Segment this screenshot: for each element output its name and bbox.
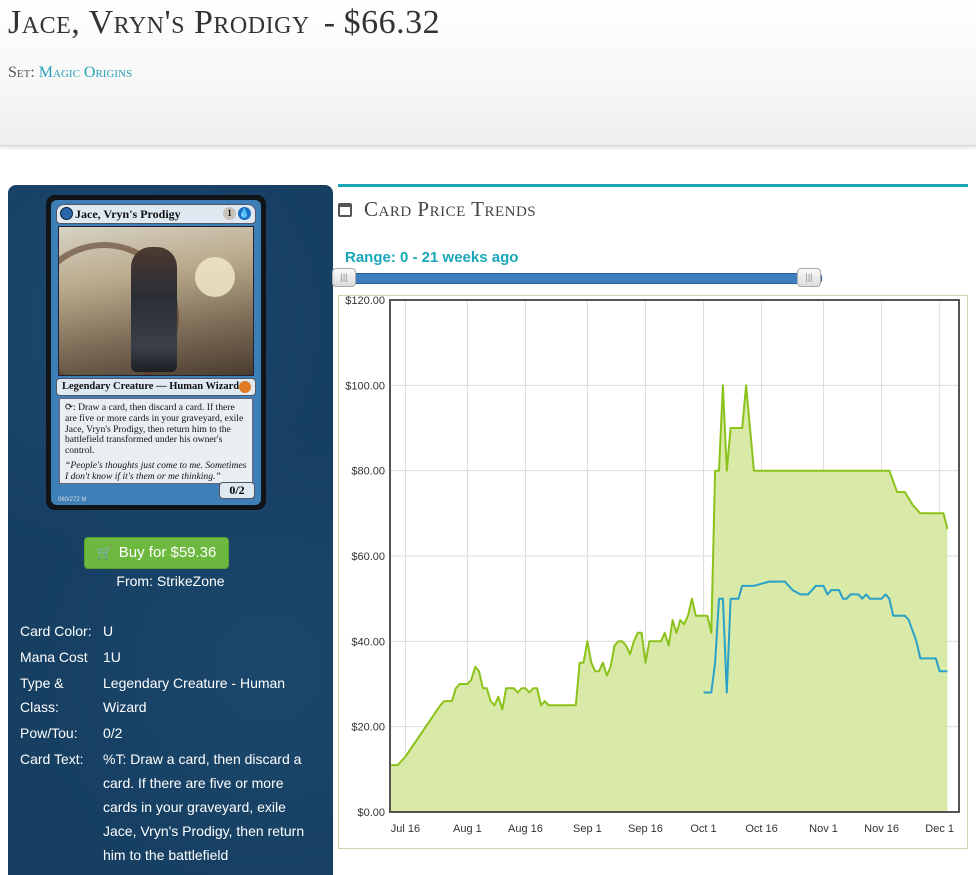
price-chart: $0.00 $20.00 $40.00 $60.00 $80.00 $100.00 $120… xyxy=(338,295,968,849)
x-tick-label: Aug 1 xyxy=(453,823,482,835)
cart-icon: 🛒 xyxy=(96,545,113,560)
detail-label: Card Text: xyxy=(20,751,84,767)
y-tick-label: $80.00 xyxy=(351,466,385,478)
price-chart-svg: $0.00 $20.00 $40.00 $60.00 $80.00 $100.00 $120… xyxy=(345,296,960,835)
card-image-rules: : Draw a card, then discard a card. If t… xyxy=(65,402,244,457)
card-image: Jace, Vryn's Prodigy 1 💧 Legendary Creat… xyxy=(46,195,266,510)
blue-mana-icon: 💧 xyxy=(238,207,251,220)
set-link[interactable]: Magic Origins xyxy=(38,64,133,81)
card-details: Card Color: U Mana Cost 1U Type & Class:… xyxy=(20,619,320,869)
transform-icon xyxy=(60,207,73,220)
y-tick-label: $120.00 xyxy=(345,296,385,307)
detail-label: Mana Cost xyxy=(20,649,88,665)
y-tick-label: $0.00 xyxy=(357,807,385,819)
detail-row-color: Card Color: U xyxy=(20,619,320,643)
card-image-collector: 060/272 M xyxy=(58,497,87,503)
detail-row-pt: Pow/Tou: 0/2 xyxy=(20,721,320,745)
x-tick-label: Dec 1 xyxy=(925,823,954,835)
card-image-namebar: Jace, Vryn's Prodigy 1 💧 xyxy=(56,204,256,224)
y-tick-label: $20.00 xyxy=(351,722,385,734)
tap-icon: ⟳ xyxy=(65,402,74,413)
range-slider-track[interactable] xyxy=(340,273,822,284)
calendar-icon xyxy=(338,203,352,217)
y-tick-label: $60.00 xyxy=(351,551,385,563)
page-title: Jace, Vryn's Prodigy - $66.32 xyxy=(8,4,440,42)
card-image-textbox: ⟳: Draw a card, then discard a card. If … xyxy=(59,398,253,484)
set-label: Set: xyxy=(8,64,35,81)
x-tick-label: Oct 1 xyxy=(690,823,716,835)
card-image-pt: 0/2 xyxy=(219,482,255,499)
detail-value: %T: Draw a card, then discard a card. If… xyxy=(103,751,305,863)
buy-button-label: Buy for $59.36 xyxy=(118,544,217,561)
x-tick-label: Nov 1 xyxy=(809,823,838,835)
detail-row-type: Type & Class: Legendary Creature - Human… xyxy=(20,671,320,719)
detail-label: Card Color: xyxy=(20,623,92,639)
section-rule xyxy=(338,184,968,187)
card-artwork xyxy=(58,226,254,376)
detail-value: U xyxy=(103,623,114,639)
detail-row-mana: Mana Cost 1U xyxy=(20,645,320,669)
detail-label: Type & Class: xyxy=(20,675,64,715)
buy-button[interactable]: 🛒 Buy for $59.36 xyxy=(84,537,229,569)
x-tick-label: Sep 1 xyxy=(573,823,602,835)
range-slider-handle-right[interactable]: ||| xyxy=(797,268,821,287)
y-tick-label: $40.00 xyxy=(351,636,385,648)
page-header: Jace, Vryn's Prodigy - $66.32 Set: Magic O… xyxy=(0,0,976,146)
series-area-fill xyxy=(390,385,948,812)
x-tick-label: Oct 16 xyxy=(745,823,777,835)
price-separator: - xyxy=(323,4,336,41)
set-line: Set: Magic Origins xyxy=(8,64,132,82)
x-tick-label: Sep 16 xyxy=(628,823,663,835)
range-label: Range: 0 - 21 weeks ago xyxy=(345,249,519,266)
plot-frame xyxy=(389,299,960,813)
generic-mana-icon: 1 xyxy=(223,207,236,220)
seller-line: From: StrikeZone xyxy=(116,573,225,589)
x-tick-label: Jul 16 xyxy=(391,823,420,835)
set-symbol-icon xyxy=(239,381,251,393)
detail-label: Pow/Tou: xyxy=(20,725,78,741)
card-image-flavor: “People's thoughts just come to me. Some… xyxy=(65,459,247,482)
trends-heading-text: Card Price Trends xyxy=(364,197,537,221)
y-tick-label: $100.00 xyxy=(345,380,385,392)
mana-cost-icons: 1 💧 xyxy=(223,207,251,220)
detail-row-text: Card Text: %T: Draw a card, then discard… xyxy=(20,747,320,867)
series-line-vendor xyxy=(703,580,948,694)
card-name: Jace, Vryn's Prodigy xyxy=(8,4,310,41)
card-image-type: Legendary Creature — Human Wizard xyxy=(62,381,240,392)
card-image-name: Jace, Vryn's Prodigy xyxy=(75,207,181,221)
detail-value: 0/2 xyxy=(103,725,123,741)
card-image-typeline: Legendary Creature — Human Wizard xyxy=(56,378,256,396)
series-line-market xyxy=(390,384,949,767)
range-slider-handle-left[interactable]: ||| xyxy=(332,268,356,287)
card-sidebar: Jace, Vryn's Prodigy 1 💧 Legendary Creat… xyxy=(8,185,333,875)
detail-value: 1U xyxy=(103,649,121,665)
trends-heading: Card Price Trends xyxy=(338,197,536,222)
card-price: $66.32 xyxy=(343,4,441,41)
x-tick-label: Aug 16 xyxy=(508,823,543,835)
detail-value: Legendary Creature - Human Wizard xyxy=(103,675,286,715)
x-tick-label: Nov 16 xyxy=(864,823,899,835)
